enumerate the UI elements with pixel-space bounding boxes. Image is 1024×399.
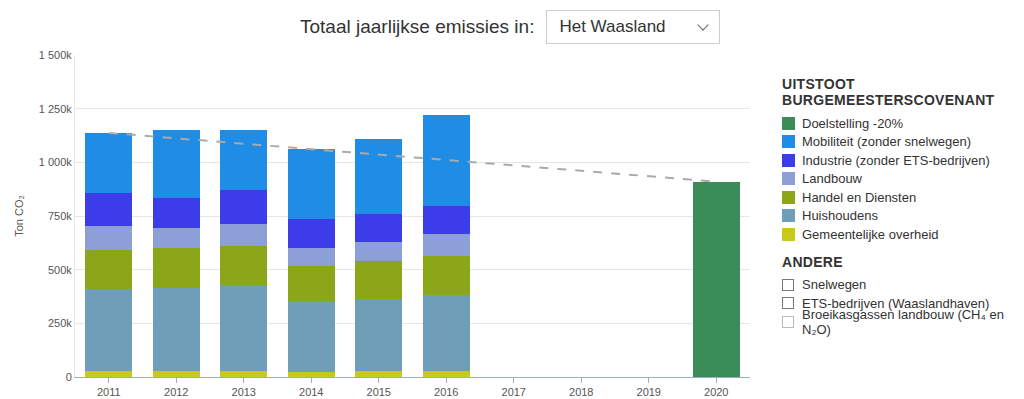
svg-text:2012: 2012 (164, 386, 188, 398)
html-text:ETS-bedrijven (Waaslandhaven): ETS-bedrijven (Waaslandhaven) (802, 295, 990, 311)
html-text:ANDERE: ANDERE (782, 253, 843, 270)
svg-text:2017: 2017 (502, 386, 526, 398)
svg-text:2020: 2020 (704, 386, 728, 398)
html-text:Mobiliteit (zonder snelwegen): Mobiliteit (zonder snelwegen) (802, 134, 972, 150)
html-text:Landbouw: Landbouw (802, 171, 862, 187)
html-text:Broeikasgassen landbouw (CH₄ e: Broeikasgassen landbouw (CH₄ en N₂O) (802, 306, 1004, 337)
html-text:Gemeentelijke overheid: Gemeentelijke overheid (802, 226, 939, 242)
html-text:Handel en Diensten: Handel en Diensten (802, 189, 917, 205)
svg-text:1 250k: 1 250k (39, 103, 73, 115)
html-text:Doelstelling -20%: Doelstelling -20% (802, 115, 904, 131)
html-text:Huishoudens: Huishoudens (802, 208, 878, 224)
svg-text:250k: 250k (48, 317, 72, 329)
svg-text:2019: 2019 (637, 386, 661, 398)
svg-text:750k: 750k (48, 210, 72, 222)
svg-text:1 000k: 1 000k (39, 156, 73, 168)
svg-text:500k: 500k (48, 264, 72, 276)
svg-text:2016: 2016 (434, 386, 458, 398)
html-text:Industrie (zonder ETS-bedrijve: Industrie (zonder ETS-bedrijven) (802, 152, 990, 168)
svg-text:0: 0 (66, 371, 72, 383)
html-text:Totaal jaarlijkse emissies in:: Totaal jaarlijkse emissies in: (300, 16, 535, 37)
svg-text:Ton CO₂: Ton CO₂ (13, 195, 25, 237)
svg-text:2015: 2015 (367, 386, 391, 398)
svg-text:2018: 2018 (569, 386, 593, 398)
html-text:UITSTOOT BURGEMEESTERSCOVENANT: UITSTOOT BURGEMEESTERSCOVENANT (782, 76, 995, 108)
svg-text:2013: 2013 (232, 386, 256, 398)
svg-text:2011: 2011 (97, 386, 121, 398)
svg-text:1 500k: 1 500k (39, 49, 73, 61)
html-text:Het Waasland: Het Waasland (559, 17, 666, 36)
html-text:Snelwegen: Snelwegen (802, 277, 867, 293)
svg-text:2014: 2014 (299, 386, 323, 398)
